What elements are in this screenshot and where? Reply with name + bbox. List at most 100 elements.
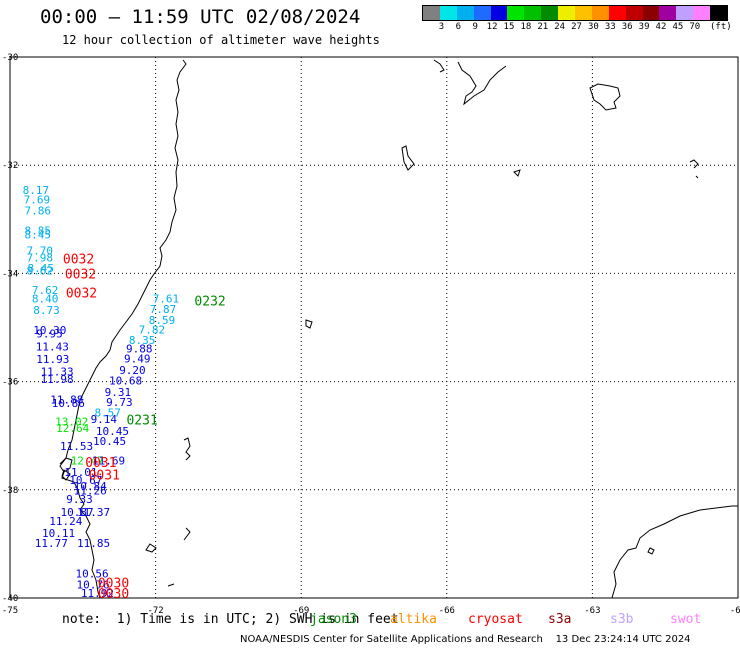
wave-height-value: 11.33	[41, 365, 74, 378]
coastal-islands	[145, 543, 655, 555]
wave-height-value: 8.85	[25, 225, 51, 238]
map-frame	[9, 56, 739, 599]
legend-swatch	[608, 6, 626, 20]
latitude-tick-label: -32	[2, 161, 18, 171]
southeast-coastline	[611, 505, 738, 599]
wave-height-value: 8.59	[149, 314, 176, 327]
legend-label: 36	[621, 22, 633, 32]
wave-height-value: 8.57	[94, 406, 121, 419]
wave-height-value: 12.47	[71, 455, 104, 468]
wave-height-value: 10.84	[74, 480, 107, 493]
wave-height-value: 9.73	[106, 396, 133, 409]
legend-swatch	[524, 6, 542, 20]
pass-time-label: 0232	[194, 294, 225, 309]
wave-height-value: 9.31	[105, 386, 132, 399]
legend-swatches	[422, 5, 728, 21]
longitude-tick-label: -72	[147, 606, 163, 616]
wave-height-value: 12.64	[56, 422, 89, 435]
wave-height-value: 8.17	[23, 184, 50, 197]
page-subtitle: 12 hour collection of altimeter wave hei…	[62, 33, 380, 47]
wave-height-value: 8.35	[129, 334, 156, 347]
lake-outline	[589, 83, 621, 111]
legend-label: 70	[689, 22, 701, 32]
legend-swatch	[541, 6, 559, 20]
satellite-name: swot	[670, 612, 702, 627]
legend-label: 18	[520, 22, 532, 32]
wave-height-value: 9.88	[126, 343, 152, 356]
wave-height-value: 8.45	[27, 262, 54, 275]
longitude-tick-label: -75	[2, 606, 18, 616]
wave-height-value: 8.73	[33, 304, 60, 317]
page-title: 00:00 — 11:59 UTC 02/08/2024	[40, 6, 361, 28]
longitude-tick-label: -69	[293, 606, 309, 616]
satellite-name: jason3	[310, 612, 357, 627]
wave-height-value: 11.43	[36, 340, 69, 353]
wave-height-value: 11.37	[77, 506, 110, 519]
pass-time-label: 0032	[65, 267, 96, 282]
wave-height-value: 11.26	[74, 484, 107, 497]
legend-label: 12	[486, 22, 498, 32]
wave-height-value: 11.01	[64, 466, 97, 479]
wave-height-value: 7.70	[27, 245, 54, 258]
marsh-outline	[167, 159, 699, 587]
legend-label: 45	[672, 22, 684, 32]
wave-height-value: 7.61	[153, 292, 180, 305]
satellite-name: s3a	[548, 612, 572, 627]
legend-label: 6	[455, 22, 461, 32]
wave-height-value: 11.53	[60, 440, 93, 453]
wave-height-value: 10.45	[93, 435, 126, 448]
legend-unit: (ft)	[710, 22, 732, 32]
wave-height-value: 13.02	[55, 416, 88, 429]
wave-height-value: 8.45	[25, 228, 51, 241]
longitude-tick-label: -63	[584, 606, 600, 616]
wave-height-value: 11.93	[36, 353, 69, 366]
river-outline	[433, 59, 507, 106]
legend-swatch	[710, 6, 728, 20]
legend-swatch	[423, 6, 440, 20]
satellite-name: s3b	[610, 612, 634, 627]
wave-height-value: 10.87	[60, 506, 93, 519]
legend-label: 24	[554, 22, 566, 32]
island-outline	[61, 469, 71, 481]
legend-swatch	[507, 6, 525, 20]
wave-height-value: 11.88	[50, 393, 83, 406]
legend-swatch	[693, 6, 711, 20]
pass-time-label: 0031	[85, 456, 116, 471]
pass-time-label: 0032	[63, 252, 94, 267]
legend-label: 39	[638, 22, 650, 32]
footer-credit: NOAA/NESDIS Center for Satellite Applica…	[240, 634, 691, 645]
wave-height-value: 10.68	[109, 375, 142, 388]
legend-label: 33	[604, 22, 616, 32]
wave-height-value: 7.86	[25, 205, 51, 218]
legend-swatch	[456, 6, 474, 20]
latitude-tick-label: -30	[2, 53, 18, 63]
satellite-name: cryosat	[468, 612, 523, 627]
legend-swatch	[473, 6, 491, 20]
wave-height-value: 7.69	[24, 193, 51, 206]
legend-swatch	[490, 6, 508, 20]
map-grid	[10, 57, 738, 598]
coastline	[59, 59, 738, 599]
wave-height-value: 7.98	[27, 252, 54, 265]
latitude-tick-label: -36	[2, 378, 18, 388]
legend-swatch	[642, 6, 660, 20]
latitude-tick-label: -34	[2, 269, 18, 279]
wave-height-value: 9.95	[36, 327, 63, 340]
wave-height-value: 11.85	[77, 537, 110, 550]
wave-height-value: 11.69	[92, 455, 125, 468]
longitude-tick-label: -66	[439, 606, 455, 616]
pass-time-label: 0031	[89, 469, 120, 484]
wave-height-value: 8.40	[32, 292, 59, 305]
observation-labels: 8.177.697.868.858.457.707.988.458.627.62…	[23, 184, 180, 600]
legend-swatch	[659, 6, 677, 20]
axis-tick-labels: -75 -72 -69 -66 -63 -60 -30 -32 -34 -36 -38 -40	[2, 53, 740, 616]
legend-label: 9	[472, 22, 478, 32]
islet-outline	[305, 145, 521, 329]
legend-swatch	[625, 6, 643, 20]
wave-height-value: 10.56	[76, 568, 109, 581]
pass-time-label: 0032	[66, 286, 97, 301]
wave-height-value: 8.62	[27, 265, 54, 278]
wave-height-value: 9.20	[119, 364, 146, 377]
